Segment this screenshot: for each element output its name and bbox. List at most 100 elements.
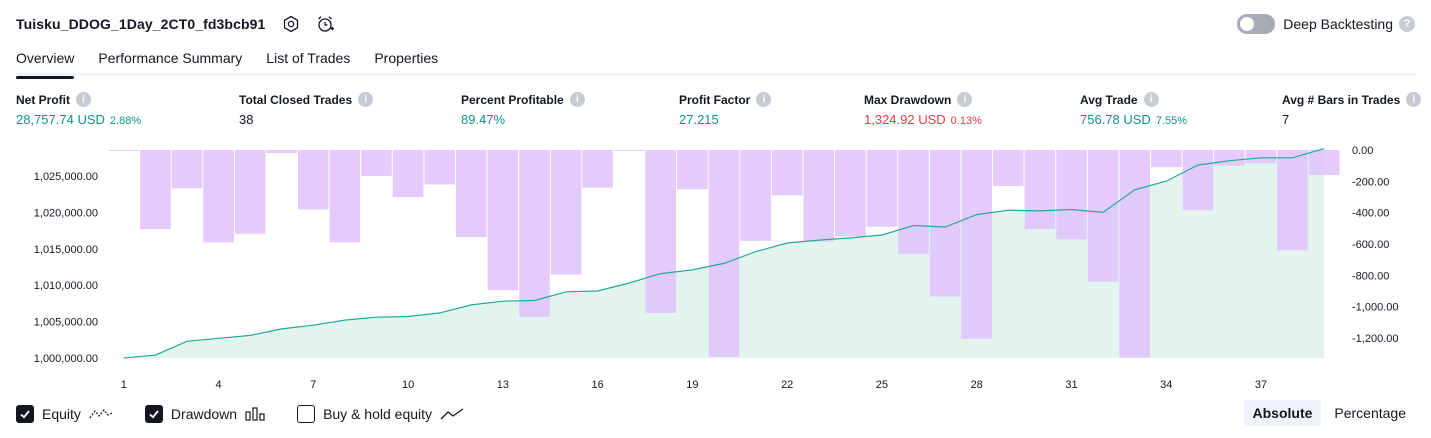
drawdown-bar	[108, 150, 140, 151]
alarm-clock-plus-icon[interactable]	[315, 14, 335, 34]
info-icon[interactable]: i	[957, 92, 973, 107]
drawdown-bar	[298, 150, 329, 210]
drawdown-bar	[803, 150, 835, 242]
checkbox-unchecked[interactable]	[297, 405, 316, 423]
info-icon[interactable]: i	[756, 92, 772, 107]
legend-drawdown[interactable]: Drawdown	[144, 405, 265, 423]
metric-label: Net Profit	[16, 92, 70, 107]
metric-avg-bars: Avg # Bars in Trades i 7	[1282, 92, 1422, 127]
info-icon[interactable]: i	[1406, 92, 1422, 107]
metric-total-closed-trades: Total Closed Trades i 38	[239, 92, 374, 127]
legend-label: Buy & hold equity	[323, 406, 433, 422]
drawdown-bar	[203, 150, 234, 243]
mode-absolute-button[interactable]: Absolute	[1243, 400, 1322, 426]
drawdown-bar	[392, 150, 424, 197]
drawdown-bar	[1056, 150, 1087, 240]
metric-percent: 7.55%	[1155, 115, 1188, 127]
info-icon[interactable]: i	[76, 92, 91, 107]
gear-icon[interactable]	[281, 14, 301, 34]
drawdown-bar	[677, 150, 708, 190]
x-axis-tick: 34	[1160, 379, 1172, 391]
x-axis-tick: 25	[876, 379, 888, 391]
drawdown-bar	[645, 150, 677, 313]
left-axis-tick: 1,000,000.00	[34, 353, 98, 365]
tab-properties[interactable]: Properties	[374, 50, 439, 66]
help-icon[interactable]: ?	[1399, 16, 1415, 32]
metric-value: 38	[239, 112, 254, 127]
deep-backtesting-toggle[interactable]	[1237, 14, 1276, 34]
x-axis-tick: 31	[1065, 379, 1077, 391]
deep-backtesting: Deep Backtesting ?	[1237, 12, 1415, 36]
drawdown-bar	[1277, 150, 1308, 251]
right-axis-tick: 0.00	[1352, 145, 1373, 157]
drawdown-bar	[1119, 150, 1150, 358]
drawdown-bar	[1245, 150, 1277, 164]
left-axis-tick: 1,010,000.00	[34, 280, 98, 292]
metrics-row: Net Profit i 28,757.74 USD 2.88% Total Clo…	[0, 92, 1431, 132]
legend-label: Equity	[42, 406, 81, 422]
metric-profit-factor: Profit Factor i 27.215	[679, 92, 772, 127]
checkbox-checked[interactable]	[144, 405, 163, 423]
checkbox-checked[interactable]	[16, 405, 34, 423]
metric-label: Total Closed Trades	[239, 92, 353, 107]
drawdown-bar	[1024, 150, 1056, 230]
drawdown-bar	[487, 150, 519, 291]
drawdown-bar	[740, 150, 771, 241]
left-axis-tick: 1,015,000.00	[34, 244, 98, 256]
mode-percentage-button[interactable]: Percentage	[1334, 405, 1406, 421]
metric-value: 1,324.92 USD	[864, 112, 946, 127]
strategy-header: Tuisku_DDOG_1Day_2CT0_fd3bcb91	[16, 12, 335, 36]
drawdown-bar	[171, 150, 203, 189]
drawdown-bar	[266, 150, 297, 154]
tab-list-of-trades[interactable]: List of Trades	[266, 50, 351, 66]
chart-legend: Equity Drawdown Buy & hold equity	[16, 403, 496, 425]
info-icon[interactable]: i	[1143, 92, 1159, 107]
metric-percent: 2.88%	[109, 115, 142, 127]
legend-equity[interactable]: Equity	[16, 405, 113, 423]
drawdown-bar	[424, 150, 455, 185]
x-axis-tick: 16	[591, 379, 603, 391]
drawdown-bar	[582, 150, 613, 188]
toggle-knob	[1240, 17, 1255, 31]
metric-percent-profitable: Percent Profitable i 89.47%	[461, 92, 585, 127]
x-axis-tick: 19	[686, 379, 698, 391]
metric-label: Profit Factor	[679, 92, 751, 107]
drawdown-bar	[866, 150, 898, 227]
strategy-title: Tuisku_DDOG_1Day_2CT0_fd3bcb91	[16, 16, 266, 32]
metric-label: Max Drawdown	[864, 92, 952, 107]
drawdown-bar	[1087, 150, 1119, 282]
drawdown-bar	[234, 150, 266, 234]
left-axis-tick: 1,025,000.00	[34, 171, 98, 183]
metric-label: Percent Profitable	[461, 92, 564, 107]
x-axis-tick: 1	[121, 379, 127, 391]
metric-label: Avg # Bars in Trades	[1282, 92, 1401, 107]
x-axis-tick: 22	[781, 379, 793, 391]
metric-percent: 0.13%	[950, 115, 982, 127]
metric-value: 756.78 USD	[1080, 112, 1151, 127]
drawdown-bar	[961, 150, 992, 339]
buy-hold-line-icon	[440, 407, 464, 421]
info-icon[interactable]: i	[358, 92, 374, 107]
tab-performance-summary[interactable]: Performance Summary	[98, 50, 243, 66]
legend-buy-hold-equity[interactable]: Buy & hold equity	[297, 405, 464, 423]
metric-value: 7	[1282, 112, 1290, 127]
scale-mode-switch: Absolute Percentage	[1240, 400, 1416, 426]
right-axis-tick: -800.00	[1352, 270, 1389, 282]
x-axis-tick: 7	[310, 379, 316, 391]
drawdown-bar	[140, 150, 171, 230]
metric-value: 89.47%	[461, 112, 506, 127]
tab-overview[interactable]: Overview	[16, 44, 75, 79]
equity-drawdown-chart[interactable]: 1,000,000.00 1,005,000.00 1,010,000.00 1,01…	[0, 140, 1431, 398]
equity-line	[123, 148, 1325, 359]
drawdown-bar	[708, 150, 740, 357]
drawdown-bar	[519, 150, 550, 317]
x-axis-tick: 13	[497, 379, 509, 391]
drawdown-bar	[1151, 150, 1182, 168]
drawdown-bar	[613, 150, 645, 151]
drawdown-bar	[456, 150, 487, 237]
right-axis-tick: -400.00	[1352, 208, 1389, 220]
info-icon[interactable]: i	[569, 92, 585, 107]
drawdown-bar	[1308, 150, 1340, 176]
metric-value: 27.215	[679, 112, 719, 127]
equity-area	[123, 148, 1325, 358]
